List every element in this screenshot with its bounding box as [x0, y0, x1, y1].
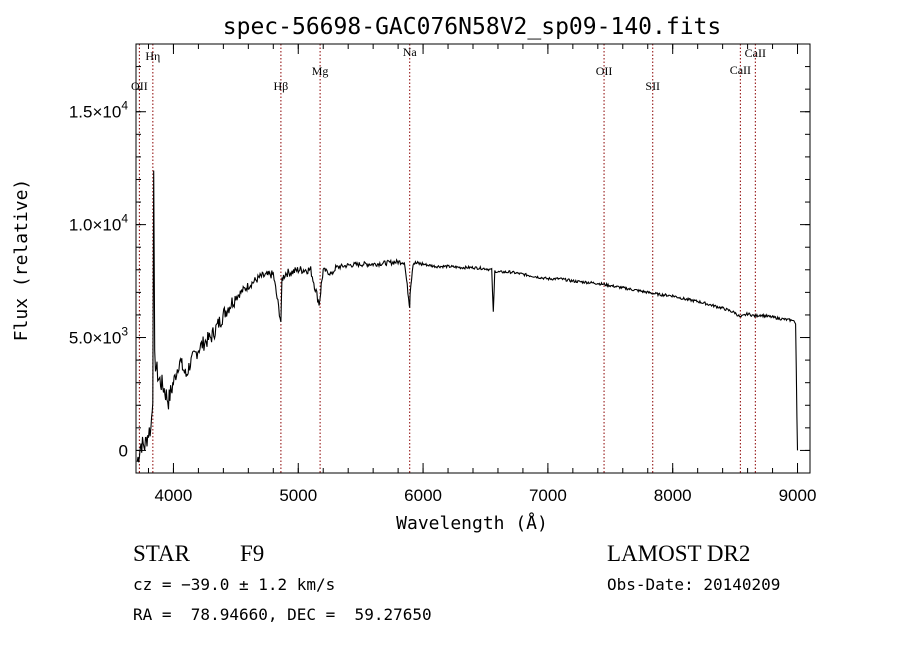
y-axis-label: Flux (relative) [11, 179, 32, 342]
plot-area: OII Hη Hβ Mg Na OII SII CaII CaII 4000 5000 6000 70… [69, 43, 817, 505]
y-tick-label: 5.0×103 [69, 325, 128, 348]
spectrum-info: STAR F9 LAMOST DR2 cz = −39.0 ± 1.2 km/s… [133, 541, 780, 624]
plot-frame [135, 43, 811, 474]
x-axis-label: Wavelength (Å) [396, 512, 548, 534]
x-tick-label: 5000 [279, 486, 317, 505]
coordinates: RA = 78.94660, DEC = 59.27650 [133, 605, 432, 624]
spectral-line-label: OII [131, 79, 148, 93]
spectral-line-labels: OII Hη Hβ Mg Na OII SII CaII CaII [131, 45, 766, 93]
survey-name: LAMOST DR2 [607, 541, 750, 566]
y-tick-label: 1.0×104 [69, 212, 128, 235]
x-axis-ticks: 4000 5000 6000 7000 8000 9000 [147, 44, 817, 505]
x-tick-label: 7000 [529, 486, 567, 505]
spectrum-line [136, 170, 799, 463]
y-axis-ticks: 0 5.0×103 1.0×104 1.5×104 [69, 66, 810, 474]
spectral-line-label: Hη [145, 49, 160, 63]
spectral-line-markers [138, 44, 756, 473]
spectral-line-label: Hβ [274, 79, 289, 93]
y-tick-label: 0 [119, 441, 128, 460]
spectral-line-label: Na [403, 45, 418, 59]
spectral-line-label: OII [596, 64, 613, 78]
redshift-readout: cz = −39.0 ± 1.2 km/s [133, 575, 335, 594]
x-tick-label: 9000 [779, 486, 817, 505]
x-tick-label: 4000 [155, 486, 193, 505]
x-tick-label: 6000 [404, 486, 442, 505]
chart-title: spec-56698-GAC076N58V2_sp09-140.fits [223, 14, 722, 40]
object-class: STAR [133, 541, 191, 566]
observation-date: Obs-Date: 20140209 [607, 575, 780, 594]
y-tick-label: 1.5×104 [69, 99, 128, 122]
subclass: F9 [240, 541, 264, 566]
spectral-line-label: SII [645, 79, 660, 93]
spectral-line-label: CaII [730, 63, 751, 77]
spectral-line-label: CaII [745, 46, 766, 60]
spectral-line-label: Mg [312, 64, 329, 78]
x-tick-label: 8000 [654, 486, 692, 505]
